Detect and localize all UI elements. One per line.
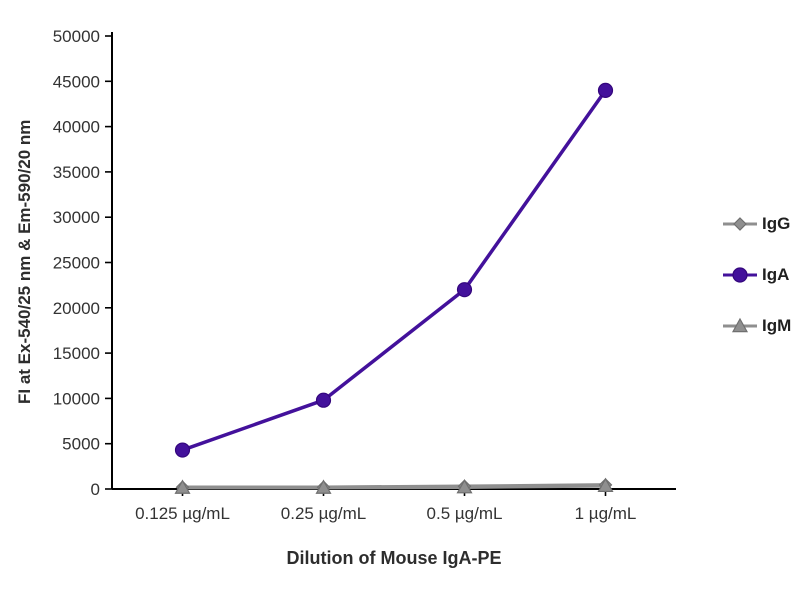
marker-IgA (315, 392, 332, 408)
legend-marker-IgA (723, 267, 757, 283)
y-tick-label: 10000 (53, 389, 100, 408)
marker-IgA (456, 282, 473, 298)
x-tick-label: 0.5 µg/mL (427, 504, 503, 523)
legend-item-IgG: IgG (722, 214, 791, 234)
legend-marker-IgM (723, 317, 757, 333)
legend-label-IgM: IgM (762, 316, 792, 335)
chart-legend: IgG IgA IgM (722, 214, 791, 336)
marker-IgA (174, 442, 191, 458)
y-tick-label: 35000 (53, 163, 100, 182)
y-tick-label: 45000 (53, 72, 100, 91)
legend-marker-shape-IgM (731, 317, 749, 333)
y-tick-label: 15000 (53, 344, 100, 363)
x-tick-label: 0.125 µg/mL (135, 504, 230, 523)
y-tick-label: 50000 (53, 27, 100, 46)
x-tick-label: 1 µg/mL (575, 504, 637, 523)
marker-IgM (597, 477, 614, 493)
legend-marker-shape-IgG (733, 217, 747, 231)
series-line-IgA (180, 88, 608, 452)
series-line-IgM (180, 484, 608, 490)
legend-label-IgA: IgA (762, 265, 790, 284)
y-tick-label: 25000 (53, 254, 100, 273)
marker-IgA (597, 82, 614, 98)
marker-IgM (456, 478, 473, 494)
y-axis-title: FI at Ex-540/25 nm & Em-590/20 nm (15, 119, 34, 405)
x-tick-label: 0.25 µg/mL (281, 504, 366, 523)
legend-label-IgG: IgG (762, 214, 791, 233)
y-tick-label: 40000 (53, 118, 100, 137)
marker-IgM (315, 479, 332, 494)
y-tick-label: 20000 (53, 299, 100, 318)
legend-item-IgA: IgA (722, 265, 791, 285)
y-tick-label: 0 (91, 480, 100, 499)
y-tick-label: 30000 (53, 208, 100, 227)
legend-marker-IgG (723, 217, 757, 231)
legend-marker-shape-IgA (732, 267, 748, 283)
legend-item-IgM: IgM (722, 316, 791, 336)
x-axis-title: Dilution of Mouse IgA-PE (286, 548, 502, 568)
y-tick-label: 5000 (62, 435, 100, 454)
marker-IgM (174, 479, 191, 494)
